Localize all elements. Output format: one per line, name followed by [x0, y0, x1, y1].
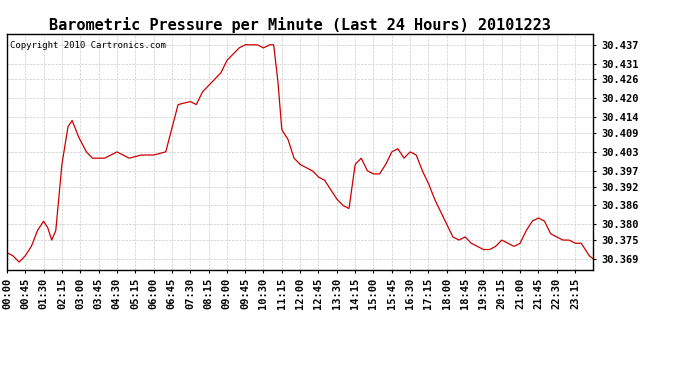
Text: Copyright 2010 Cartronics.com: Copyright 2010 Cartronics.com: [10, 41, 166, 50]
Title: Barometric Pressure per Minute (Last 24 Hours) 20101223: Barometric Pressure per Minute (Last 24 …: [49, 16, 551, 33]
